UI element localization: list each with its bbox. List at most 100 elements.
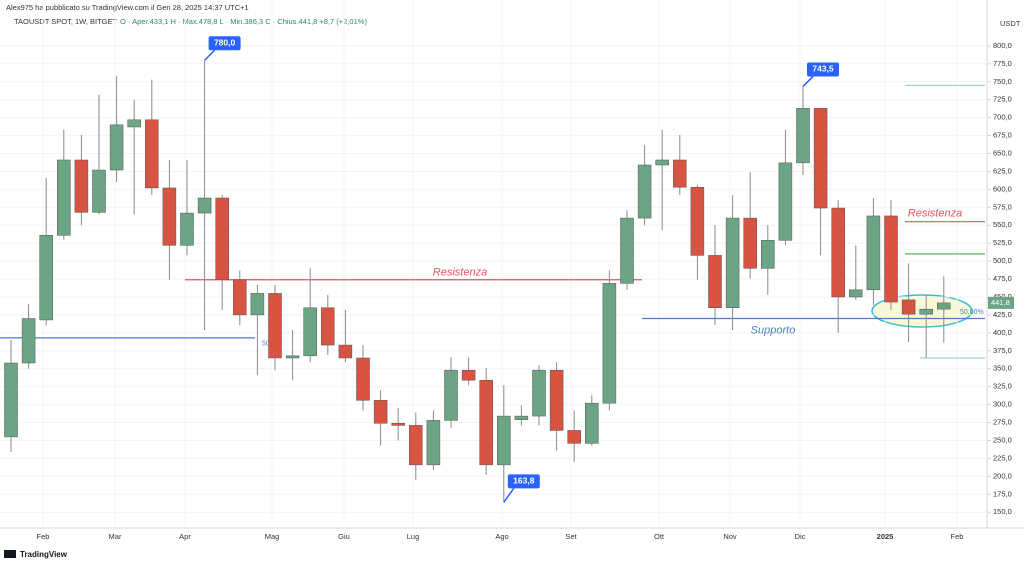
level-label: Supporto: [751, 324, 796, 336]
candle-body: [532, 369, 546, 417]
candle-body: [180, 212, 194, 246]
last-price-tag: [988, 296, 1014, 309]
candle-body: [725, 217, 740, 309]
y-tick-label: 200,0: [993, 471, 1012, 480]
x-tick-label: Nov: [723, 532, 737, 541]
y-tick-label: 150,0: [993, 507, 1012, 516]
y-tick-label: 725,0: [993, 95, 1012, 104]
candle-body: [285, 355, 300, 359]
candle-body: [426, 420, 441, 466]
x-tick-label: Ago: [495, 532, 508, 541]
candle-body: [708, 255, 722, 309]
x-tick-label: Lug: [407, 532, 420, 541]
candle-body: [743, 217, 757, 269]
candle-body: [409, 425, 423, 466]
candle-body: [4, 362, 18, 438]
candle-body: [338, 344, 353, 359]
candle-body: [690, 186, 705, 256]
candle-body: [620, 217, 634, 284]
candle-body: [268, 293, 282, 359]
fib-label: 50,00%: [960, 309, 984, 316]
candle-body: [321, 307, 335, 346]
y-tick-label: 350,0: [993, 364, 1012, 373]
y-tick-label: 450,0: [993, 292, 1012, 301]
candle-body: [356, 357, 370, 401]
candle-body: [866, 215, 881, 291]
callout-pointer: [503, 487, 515, 503]
candle-body: [109, 124, 124, 171]
candle-body: [813, 108, 828, 209]
y-tick-label: 425,0: [993, 310, 1012, 319]
level-label: 50: [262, 341, 270, 348]
x-tick-label: Giu: [338, 532, 350, 541]
y-tick-label: 400,0: [993, 328, 1012, 337]
candle-body: [233, 279, 247, 316]
candle-body: [373, 400, 388, 424]
callout-pointer: [204, 49, 216, 61]
candle-body: [937, 302, 951, 310]
candle-body: [497, 415, 511, 466]
x-tick-label: Feb: [37, 532, 50, 541]
y-tick-label: 275,0: [993, 418, 1012, 427]
level-label: Resistenza: [908, 208, 962, 220]
brand: TradingView: [20, 550, 68, 559]
callout-label: 780,0: [214, 38, 236, 48]
candle-body: [197, 197, 212, 214]
candle-body: [391, 423, 405, 426]
candle-body: [655, 159, 669, 166]
y-tick-label: 575,0: [993, 202, 1012, 211]
symbol: TAOUSDT SPOT, 1W, BITGET: [14, 17, 117, 26]
y-tick-label: 550,0: [993, 220, 1012, 229]
level-label: Resistenza: [433, 267, 487, 279]
candle-body: [919, 308, 933, 315]
last-price-label: 441,8: [991, 298, 1010, 307]
x-tick-label: Dic: [795, 532, 806, 541]
callout-label: 163,8: [513, 476, 535, 486]
candle-body: [761, 240, 775, 269]
callout-box: [507, 474, 540, 489]
y-tick-label: 300,0: [993, 400, 1012, 409]
publisher: Alex975 ha pubblicato su TradingView.com…: [6, 3, 249, 12]
candle-body: [162, 187, 177, 246]
y-tick-label: 525,0: [993, 238, 1012, 247]
candle-body: [57, 159, 71, 236]
candle-body: [673, 159, 687, 188]
y-tick-label: 375,0: [993, 346, 1012, 355]
y-tick-label: 175,0: [993, 489, 1012, 498]
candle-body: [602, 283, 617, 404]
candle-body: [884, 215, 898, 303]
y-tick-label: 775,0: [993, 59, 1012, 68]
callout-box: [208, 36, 241, 51]
candle-body: [901, 299, 916, 315]
candle-body: [831, 207, 845, 298]
x-tick-label: Mar: [109, 532, 122, 541]
brand-logo: [4, 550, 16, 558]
y-tick-label: 600,0: [993, 184, 1012, 193]
y-tick-label: 700,0: [993, 113, 1012, 122]
callout-box: [807, 62, 839, 77]
callout-label: 743,5: [812, 64, 834, 74]
x-tick-label: 2025: [877, 532, 894, 541]
y-tick-label: 500,0: [993, 256, 1012, 265]
x-tick-label: Apr: [179, 532, 191, 541]
candle-body: [849, 289, 863, 298]
y-tick-label: 650,0: [993, 149, 1012, 158]
candle-body: [514, 415, 529, 420]
candle-body: [127, 119, 141, 128]
y-tick-label: 750,0: [993, 77, 1012, 86]
candle-body: [479, 379, 493, 466]
y-tick-label: 675,0: [993, 131, 1012, 140]
candle-body: [215, 197, 229, 281]
candle-body: [39, 235, 53, 321]
candle-body: [585, 402, 599, 444]
ohlc: O · Aper.433,1 H · Max.478,8 L · Min.386…: [120, 17, 367, 26]
candle-body: [92, 169, 106, 213]
x-tick-label: Ott: [654, 532, 665, 541]
y-tick-label: 250,0: [993, 435, 1012, 444]
candle-body: [303, 307, 317, 357]
candle-body: [637, 164, 652, 219]
candle-body: [461, 369, 476, 381]
candle-body: [549, 369, 564, 431]
